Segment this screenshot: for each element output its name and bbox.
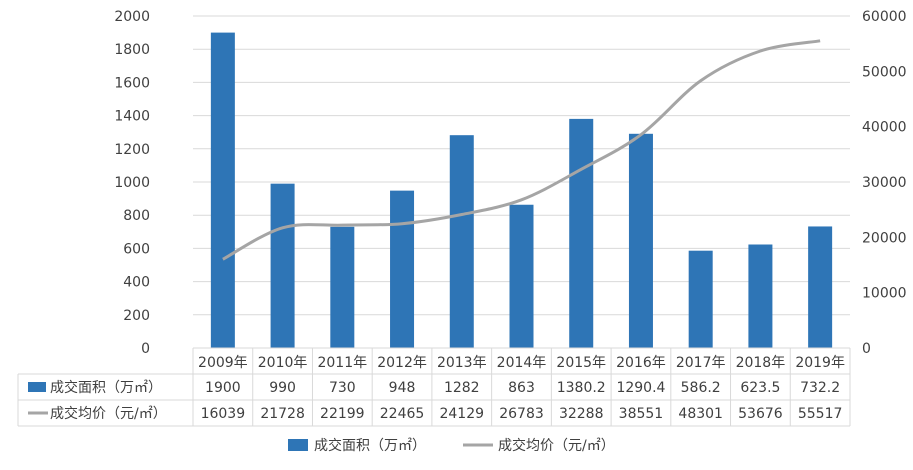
category-label: 2012年 [377,355,427,371]
bar [569,118,594,348]
bar [330,226,355,348]
data-label: 990 [269,380,296,396]
category-label: 2015年 [556,355,606,371]
right-tick-label: 0 [862,341,871,357]
bar [449,135,474,348]
left-tick-label: 2000 [114,9,150,25]
data-label: 32288 [559,406,604,422]
category-label: 2010年 [258,355,308,371]
data-label: 1282 [444,380,480,396]
data-label: 623.5 [740,380,780,396]
category-label: 2014年 [497,355,547,371]
data-label: 1900 [205,380,241,396]
right-tick-label: 10000 [862,286,907,302]
left-tick-label: 1600 [114,75,150,91]
left-tick-label: 1200 [114,142,150,158]
data-label: 21728 [260,406,305,422]
left-tick-label: 0 [141,341,150,357]
right-tick-label: 20000 [862,230,907,246]
bar [808,226,833,348]
data-label: 1290.4 [616,380,665,396]
bar [210,32,235,348]
price-line [222,39,821,261]
data-label: 38551 [619,406,664,422]
right-tick-label: 60000 [862,9,907,25]
data-label: 730 [329,380,356,396]
left-tick-label: 1400 [114,109,150,125]
data-table: 2009年 2010年 2011年 2012年 2013年 2014年 2015年 2016年… [17,347,851,427]
category-label: 2019年 [795,355,845,371]
bar [748,244,773,348]
data-label: 16039 [201,406,246,422]
legend-bar-label: 成交面积（万㎡） [314,437,426,454]
left-tick-label: 400 [123,275,150,291]
table-bar-swatch [28,382,46,392]
data-label: 948 [389,380,416,396]
bar [628,133,653,348]
data-label: 26783 [499,406,544,422]
legend-bar-swatch [288,439,308,451]
category-label: 2009年 [198,355,248,371]
right-tick-label: 50000 [862,64,907,80]
left-y-axis: 0 200 400 600 800 1000 1200 1400 1600 1800 2000 [114,9,150,357]
left-tick-label: 1800 [114,42,150,58]
data-label: 1380.2 [557,380,606,396]
data-label: 55517 [798,406,843,422]
legend-line-label: 成交均价（元/㎡） [498,437,615,454]
right-tick-label: 40000 [862,120,907,136]
left-tick-label: 200 [123,308,150,324]
data-label: 24129 [439,406,484,422]
bar [688,250,713,348]
category-label: 2017年 [676,355,726,371]
left-tick-label: 600 [123,241,150,257]
data-label: 22465 [380,406,425,422]
data-label: 863 [508,380,535,396]
category-label: 2018年 [736,355,786,371]
left-tick-label: 1000 [114,175,150,191]
table-row-header: 成交面积（万㎡） [50,379,162,396]
bar [270,183,295,348]
data-label: 53676 [738,406,783,422]
bar [509,204,534,348]
left-tick-label: 800 [123,208,150,224]
legend: 成交面积（万㎡） 成交均价（元/㎡） [288,437,615,454]
table-row-header: 成交均价（元/㎡） [50,405,167,422]
gridlines [193,15,850,316]
data-label: 732.2 [800,380,840,396]
category-label: 2011年 [317,355,367,371]
bar [390,190,415,348]
area-bars [210,32,833,348]
category-label: 2013年 [437,355,487,371]
data-label: 48301 [678,406,723,422]
right-y-axis: 0 10000 20000 30000 40000 50000 60000 [862,9,907,357]
data-label: 22199 [320,406,365,422]
category-label: 2016年 [616,355,666,371]
right-tick-label: 30000 [862,175,907,191]
data-label: 586.2 [681,380,721,396]
